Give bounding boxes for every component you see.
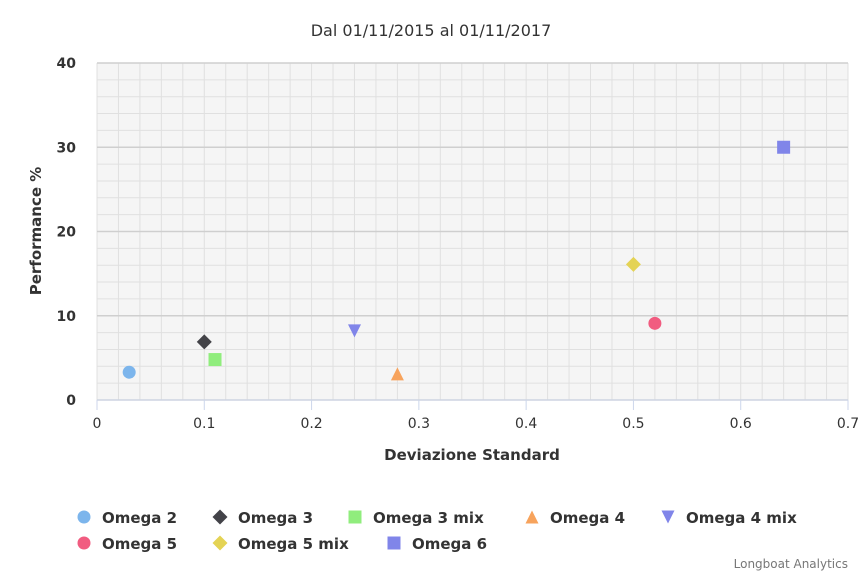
legend-item-omega-2[interactable]: Omega 2 [77, 509, 178, 527]
legend-label: Omega 4 [550, 509, 625, 527]
y-axis-label: Performance % [27, 167, 45, 296]
square-icon [348, 510, 362, 524]
legend-label: Omega 6 [412, 535, 487, 553]
legend-label: Omega 2 [102, 509, 177, 527]
x-tick-label: 0 [93, 416, 102, 432]
legend-item-omega-4[interactable]: Omega 4 [525, 509, 626, 527]
grid [96, 62, 849, 401]
legend-item-omega-5-mix[interactable]: Omega 5 mix [212, 535, 350, 553]
credits[interactable]: Longboat Analytics [734, 557, 848, 571]
x-tick-label: 0.3 [408, 416, 430, 432]
data-point-omega-4[interactable] [390, 367, 404, 381]
diamond-icon [212, 509, 228, 525]
legend-item-omega-3[interactable]: Omega 3 [212, 509, 314, 527]
y-tick-label: 30 [57, 140, 77, 156]
triangle-down-icon [661, 510, 675, 524]
legend-label: Omega 4 mix [686, 509, 797, 527]
legend-label: Omega 5 [102, 535, 177, 553]
triangle-icon [525, 510, 539, 524]
legend-item-omega-4-mix[interactable]: Omega 4 mix [661, 509, 798, 527]
chart-title: Dal 01/11/2015 al 01/11/2017 [311, 21, 552, 40]
data-point-omega-2[interactable] [122, 365, 136, 379]
data-point-omega-5-mix[interactable] [625, 256, 641, 272]
x-tick-label: 0.2 [300, 416, 322, 432]
y-tick-label: 0 [66, 393, 76, 409]
circle-icon [77, 510, 91, 524]
x-tick-label: 0.6 [730, 416, 752, 432]
data-point-omega-5[interactable] [648, 316, 662, 330]
diamond-icon [212, 535, 228, 551]
legend-item-omega-6[interactable]: Omega 6 [387, 535, 488, 553]
data-point-omega-3-mix[interactable] [208, 353, 222, 367]
legend-label: Omega 3 [238, 509, 313, 527]
x-tick-label: 0.5 [622, 416, 644, 432]
circle-icon [77, 536, 91, 550]
data-point-omega-3[interactable] [196, 334, 212, 350]
legend-label: Omega 5 mix [238, 535, 349, 553]
x-tick-label: 0.1 [193, 416, 215, 432]
legend-item-omega-3-mix[interactable]: Omega 3 mix [348, 509, 485, 527]
legend-label: Omega 3 mix [373, 509, 484, 527]
y-tick-label: 10 [57, 309, 77, 325]
x-tick-label: 0.7 [837, 416, 859, 432]
x-tick-label: 0.4 [515, 416, 537, 432]
data-point-omega-4-mix[interactable] [347, 324, 361, 338]
square-icon [387, 536, 401, 550]
data-point-omega-6[interactable] [777, 140, 791, 154]
x-axis-label: Deviazione Standard [384, 446, 560, 464]
y-tick-label: 20 [57, 225, 77, 241]
y-tick-label: 40 [57, 56, 77, 72]
legend-item-omega-5[interactable]: Omega 5 [77, 535, 178, 553]
